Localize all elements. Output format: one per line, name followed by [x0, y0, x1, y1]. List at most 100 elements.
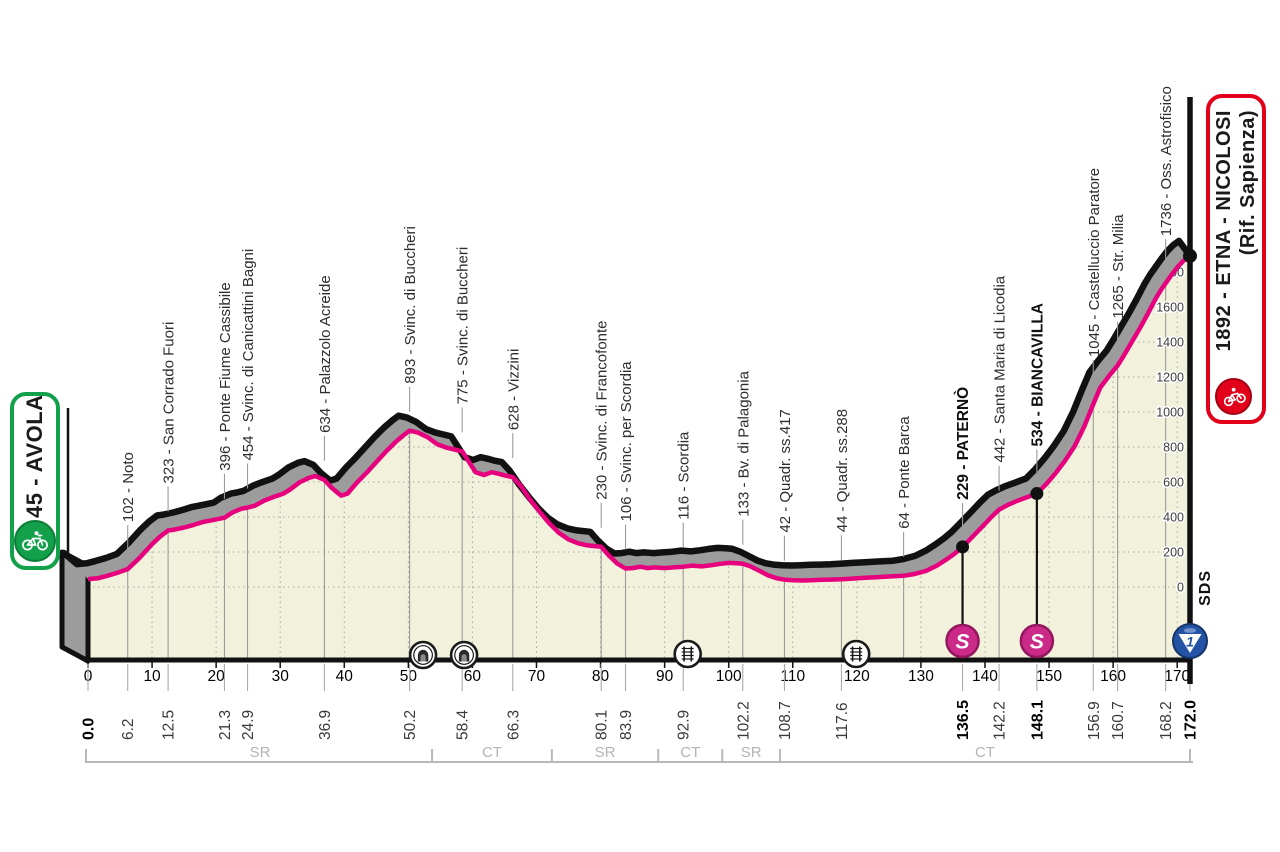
svg-text:1400: 1400: [1156, 336, 1184, 350]
km-label: 0.0: [81, 718, 98, 740]
svg-text:0: 0: [1177, 581, 1184, 595]
svg-text:1600: 1600: [1156, 301, 1184, 315]
waypoint-label: 534 - BIANCAVILLA: [1029, 303, 1046, 447]
level-crossing-icon: [673, 639, 702, 669]
finish-badge: 1892 - ETNA - NICOLOSI (Rif. Sapienza): [1206, 94, 1266, 424]
road-type-label: CT: [680, 744, 700, 761]
km-label: 160.7: [1110, 701, 1127, 740]
svg-text:120: 120: [844, 668, 870, 685]
svg-text:130: 130: [908, 668, 934, 685]
profile-line: [87, 254, 1192, 583]
svg-text:S: S: [956, 631, 970, 654]
waypoint-label: 323 - San Corrado Fuori: [161, 322, 178, 484]
start-label: 45 - AVOLA: [22, 394, 47, 518]
svg-text:600: 600: [1163, 476, 1184, 490]
km-label: 6.2: [120, 718, 137, 740]
svg-text:20: 20: [208, 668, 226, 685]
bike-climb-icon: [1215, 378, 1252, 415]
waypoint-label: 102 - Noto: [120, 452, 137, 522]
waypoint-label: 106 - Svinc. per Scordia: [618, 361, 635, 522]
bike-icon: [14, 520, 56, 562]
svg-text:800: 800: [1163, 441, 1184, 455]
svg-text:1: 1: [1186, 634, 1194, 650]
road-type-label: SR: [595, 744, 616, 761]
waypoint-labels: 102 - Noto 323 - San Corrado Fuori 396 - P…: [120, 86, 1175, 561]
km-label: 108.7: [777, 701, 794, 740]
waypoint-label: 775 - Svinc. di Buccheri: [455, 247, 472, 405]
profile-outline: [60, 237, 1194, 569]
finish-label-line2: (Rif. Sapienza): [1236, 110, 1259, 256]
waypoint-label: 634 - Palazzolo Acreide: [317, 275, 334, 433]
svg-text:110: 110: [780, 668, 805, 685]
km-label: 58.4: [455, 709, 472, 740]
level-crossing-icon: [841, 639, 871, 669]
km-label: 24.9: [240, 710, 257, 740]
svg-text:140: 140: [972, 668, 998, 685]
waypoint-label: 1045 - Castelluccio Paratore: [1086, 168, 1103, 357]
svg-text:400: 400: [1163, 511, 1184, 525]
waypoint-label: 628 - Vizzini: [505, 349, 522, 430]
svg-text:160: 160: [1100, 668, 1126, 685]
km-gridlines: [151, 270, 1178, 658]
km-label: 156.9: [1086, 701, 1103, 740]
km-label: 66.3: [505, 710, 522, 740]
waypoint-label: 64 - Ponte Barca: [896, 416, 913, 529]
elevation-axis-labels: 020040060080010001200140016001800: [1155, 264, 1186, 596]
svg-text:70: 70: [528, 668, 546, 685]
km-labels: 0.0 172.0 6.2 12.5 21.3 24.9 36.9 50.2 58.4 66.3 8…: [81, 664, 1200, 740]
svg-text:170: 170: [1164, 668, 1190, 685]
waypoint-label: 1736 - Oss. Astrofisico: [1158, 86, 1175, 236]
km-label: 142.2: [992, 701, 1009, 740]
svg-text:S: S: [1030, 631, 1044, 654]
km-label: 92.9: [676, 710, 693, 740]
km-label: 148.1: [1029, 700, 1046, 740]
svg-text:1000: 1000: [1156, 406, 1184, 420]
start-badge: 45 - AVOLA: [10, 392, 60, 570]
waypoint-label: 396 - Ponte Fiume Cassibile: [217, 282, 234, 470]
waypoint-label: 44 - Quadr. ss.288: [834, 409, 851, 532]
svg-text:90: 90: [656, 668, 674, 685]
waypoint-label: 42 - Quadr. ss.417: [777, 409, 794, 532]
waypoint-label: 229 - PATERNÒ: [954, 387, 972, 500]
road-type-label: CT: [975, 744, 995, 761]
km-label: 172.0: [1183, 700, 1200, 740]
road-type-label: SR: [250, 744, 271, 761]
sds-watermark: SDS: [1197, 570, 1214, 606]
km-label: 36.9: [317, 710, 334, 740]
svg-text:30: 30: [272, 668, 290, 685]
svg-text:60: 60: [464, 668, 482, 685]
svg-text:200: 200: [1163, 546, 1184, 560]
route-icons: S S 1: [408, 487, 1208, 670]
x-axis-ticks: 0102030405060708090100110120130140150160…: [84, 662, 1190, 685]
svg-text:150: 150: [1036, 668, 1062, 685]
road-type-label: CT: [482, 744, 502, 761]
km-label: 83.9: [618, 710, 635, 740]
sprint-icon: S: [945, 540, 980, 659]
km-label: 21.3: [217, 710, 234, 740]
road-type-bracket: SR CT SR CT SR CT: [85, 744, 1193, 763]
svg-text:50: 50: [400, 668, 418, 685]
km-label: 50.2: [402, 710, 419, 740]
waypoint-label: 442 - Santa Maria di Licodia: [992, 275, 1009, 462]
waypoint-label: 230 - Svinc. di Francofonte: [594, 320, 611, 499]
svg-text:40: 40: [336, 668, 354, 685]
waypoint-label: 1265 - Str. Milia: [1110, 214, 1127, 319]
km-label: 102.2: [735, 701, 752, 740]
summit-dot: [1183, 248, 1197, 263]
profile-fill: [88, 255, 1190, 662]
road-type-label: SR: [741, 744, 762, 761]
waypoint-label: 893 - Svinc. di Buccheri: [402, 226, 419, 384]
km-label: 117.6: [834, 702, 851, 740]
svg-text:100: 100: [716, 668, 742, 685]
last-km-icon: 1: [1172, 623, 1208, 659]
km-label: 12.5: [161, 710, 178, 740]
waypoint-label: 116 - Scordia: [676, 431, 693, 520]
finish-label-line1: 1892 - ETNA - NICOLOSI: [1212, 110, 1235, 352]
km-label: 80.1: [594, 710, 611, 740]
km-label: 168.2: [1158, 701, 1175, 740]
svg-text:10: 10: [143, 668, 161, 685]
waypoint-label: 133 - Bv. di Palagonia: [735, 370, 752, 516]
tunnel-icon: [449, 640, 479, 670]
